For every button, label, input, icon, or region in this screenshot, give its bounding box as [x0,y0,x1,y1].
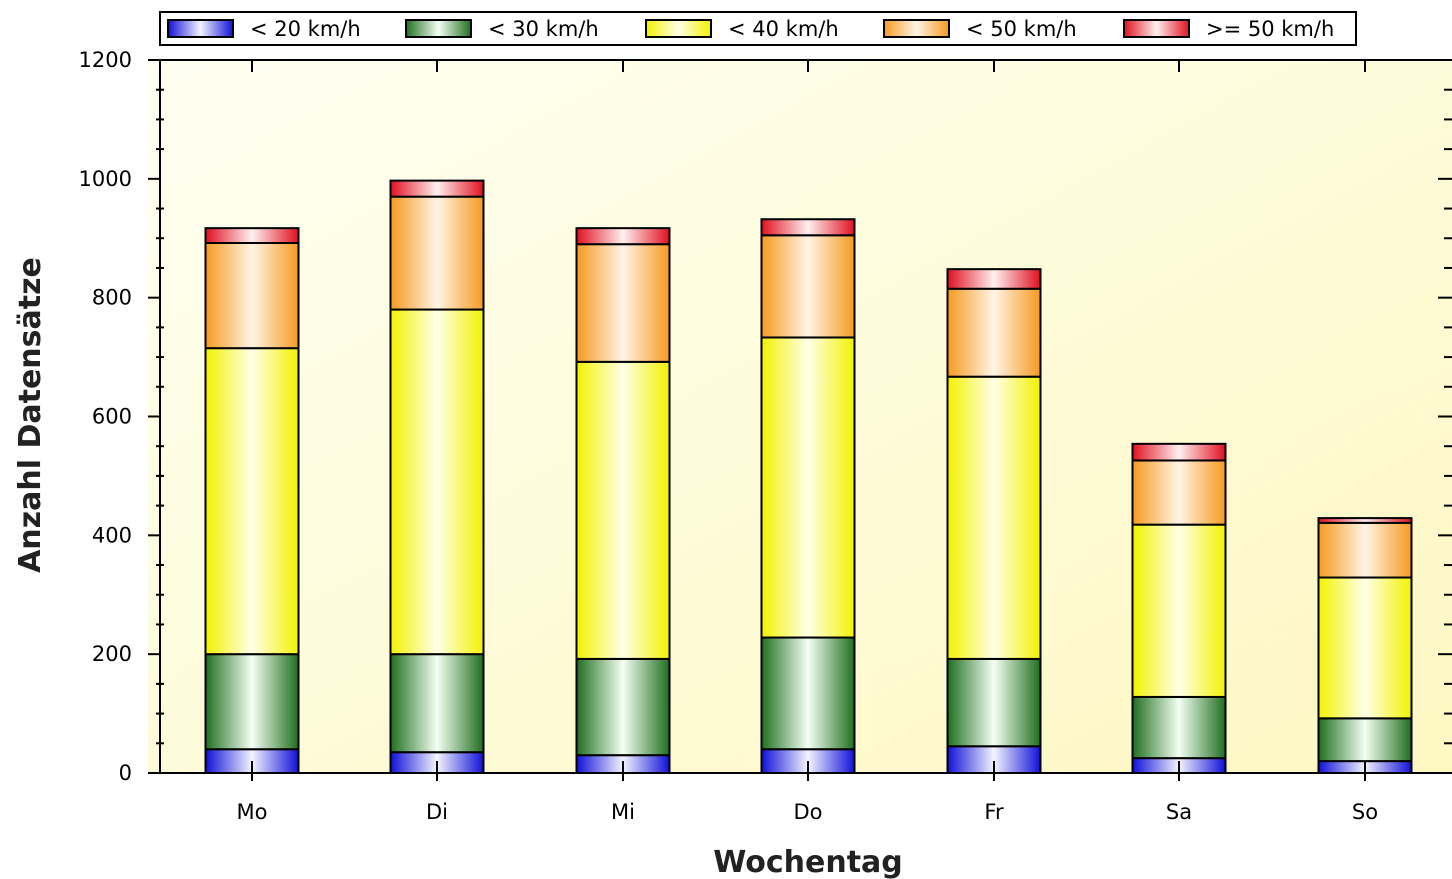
bar-fr-50-km-h [946,287,1042,378]
bar-mo-30-km-h [204,653,300,751]
bar-fr-30-km-h [946,657,1042,748]
bar-mi-50-km-h [575,243,671,363]
x-tick-label: So [1352,800,1378,824]
legend-label-50-km-h: < 50 km/h [966,17,1077,41]
x-tick-label: Do [793,800,822,824]
bar-sa-50-km-h [1131,459,1227,526]
bar-sa-30-km-h [1131,695,1227,760]
bar-do-50-km-h [760,234,856,339]
bar-fr-50-km-h [946,268,1042,290]
legend-swatch-50-km-h [883,19,950,38]
legend: < 20 km/h < 30 km/h < 40 km/h < 50 km/h >= 5… [159,11,1357,46]
x-tick-label: Mi [611,800,635,824]
bars-layer [204,179,1413,775]
bar-mi-50-km-h [575,227,671,246]
bar-fr-40-km-h [946,375,1042,660]
legend-label-30-km-h: < 30 km/h [488,17,599,41]
x-tick-label: Sa [1166,800,1192,824]
bar-do-30-km-h [760,636,856,751]
y-tick-label: 200 [92,642,132,666]
y-tick-label: 1200 [79,48,132,72]
bar-di-50-km-h [389,195,485,311]
legend-label-50-km-h: >= 50 km/h [1206,17,1334,41]
legend-swatch-20-km-h [167,19,234,38]
bar-so-50-km-h [1317,517,1413,524]
x-tick-label: Mo [237,800,268,824]
x-axis-title: Wochentag [713,845,903,879]
y-axis-title: Anzahl Datensätze [13,257,48,573]
y-tick-label: 1000 [79,167,132,191]
bar-so-40-km-h [1317,576,1413,720]
y-tick-label: 0 [119,761,132,785]
bar-di-40-km-h [389,308,485,656]
x-tick-label: Fr [984,800,1004,824]
legend-swatch-30-km-h [405,19,472,38]
bar-do-50-km-h [760,218,856,237]
legend-swatch-40-km-h [645,19,712,38]
bar-di-30-km-h [389,653,485,754]
x-tick-label: Di [426,800,448,824]
axes-layer: 0 200 400 600 800 1000 1200 Mo Di Mi Do Fr Sa So [79,48,1452,824]
bar-so-50-km-h [1317,521,1413,579]
legend-label-20-km-h: < 20 km/h [250,17,361,41]
legend-swatch-50-km-h [1123,19,1190,38]
bar-mo-50-km-h [204,227,300,245]
bar-mi-30-km-h [575,657,671,757]
legend-label-40-km-h: < 40 km/h [728,17,839,41]
bar-sa-50-km-h [1131,442,1227,462]
y-tick-label: 600 [92,405,132,429]
bar-do-40-km-h [760,336,856,639]
y-tick-label: 800 [92,286,132,310]
bar-mo-50-km-h [204,242,300,350]
bar-mo-40-km-h [204,347,300,656]
bar-so-30-km-h [1317,717,1413,763]
y-tick-label: 400 [92,523,132,547]
bar-mi-40-km-h [575,360,671,660]
bar-di-50-km-h [389,179,485,198]
bar-sa-40-km-h [1131,523,1227,698]
